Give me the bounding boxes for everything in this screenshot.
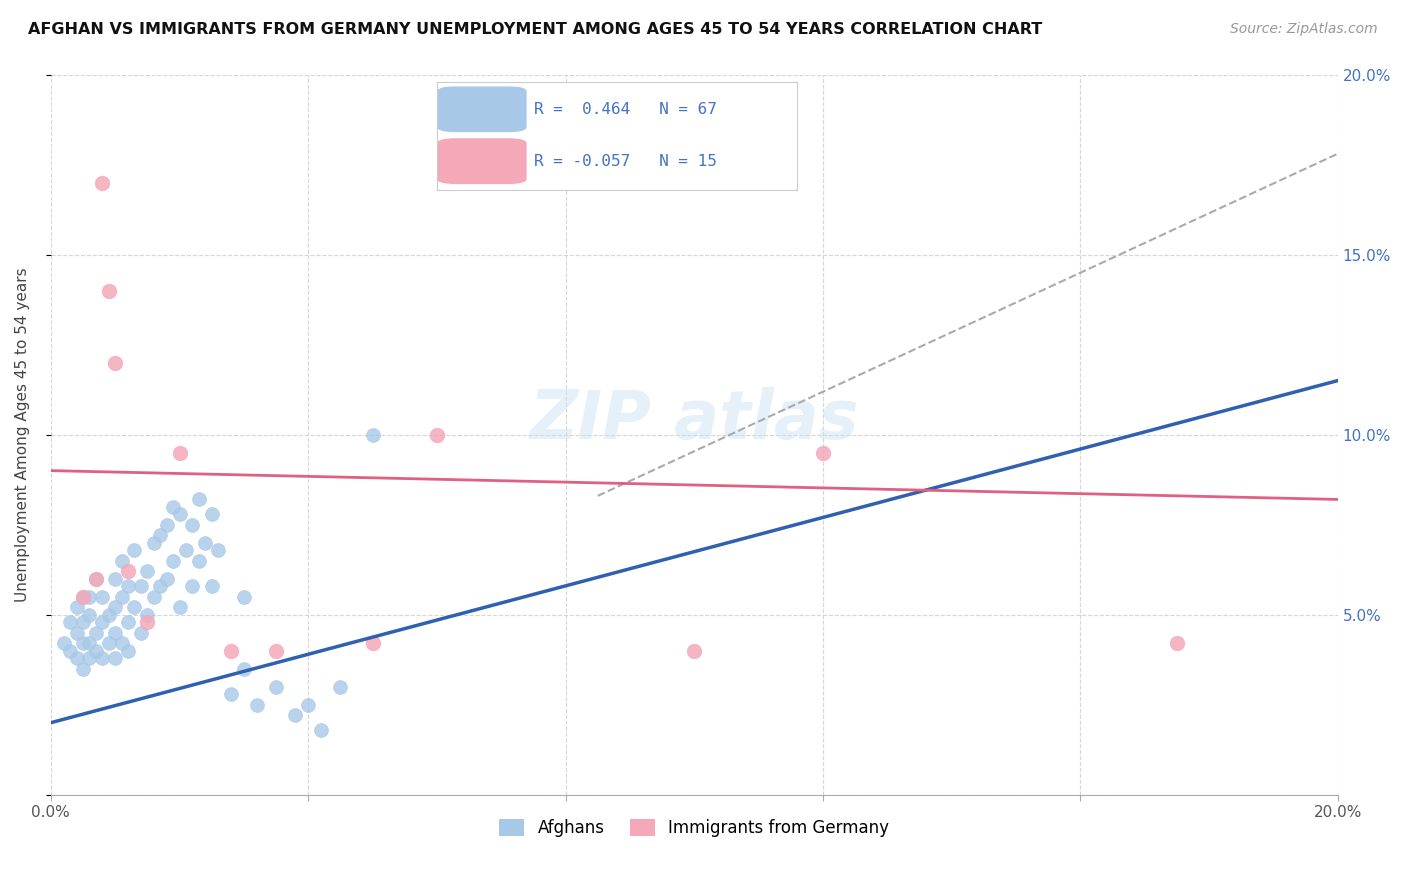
Point [65,600,87,615]
Legend: Afghans, Immigrants from Germany: Afghans, Immigrants from Germany [492,813,896,844]
Point [129,579,152,593]
Point [169,507,191,521]
Point [79,590,101,604]
Point [79,651,101,665]
Point [142,535,165,549]
Point [79,636,101,650]
Point [194,535,217,549]
Point [136,615,159,629]
Point [162,500,184,514]
Point [72,615,94,629]
Point [84,643,107,657]
Point [97,607,120,622]
Point [65,651,87,665]
Point [91,176,114,190]
Point [136,565,159,579]
Point [136,607,159,622]
Point [91,651,114,665]
Point [156,517,179,532]
Point [309,723,332,737]
Point [129,625,152,640]
Point [91,615,114,629]
Point [104,625,127,640]
Point [174,542,197,557]
Point [117,615,139,629]
Point [361,636,384,650]
Point [84,572,107,586]
Y-axis label: Unemployment Among Ages 45 to 54 years: Unemployment Among Ages 45 to 54 years [15,268,30,602]
Point [59,643,82,657]
Point [124,542,146,557]
Point [181,579,204,593]
Point [232,662,254,676]
Point [329,680,352,694]
Point [97,636,120,650]
Text: AFGHAN VS IMMIGRANTS FROM GERMANY UNEMPLOYMENT AMONG AGES 45 TO 54 YEARS CORRELA: AFGHAN VS IMMIGRANTS FROM GERMANY UNEMPL… [28,22,1042,37]
Point [162,554,184,568]
Point [104,355,127,369]
Point [117,643,139,657]
Point [181,517,204,532]
Point [84,572,107,586]
Point [110,554,132,568]
Point [142,590,165,604]
Point [59,615,82,629]
Point [97,284,120,298]
Point [1166,636,1188,650]
Point [72,590,94,604]
Point [149,528,172,542]
Point [110,590,132,604]
Point [297,698,319,712]
Point [201,579,224,593]
Text: ZIP atlas: ZIP atlas [530,387,859,453]
Text: Source: ZipAtlas.com: Source: ZipAtlas.com [1230,22,1378,37]
Point [110,636,132,650]
Point [169,445,191,459]
Point [187,492,209,507]
Point [811,445,834,459]
Point [124,600,146,615]
Point [149,579,172,593]
Point [187,554,209,568]
Point [219,687,242,701]
Point [117,565,139,579]
Point [91,590,114,604]
Point [169,600,191,615]
Point [264,680,287,694]
Point [232,590,254,604]
Point [79,607,101,622]
Point [72,662,94,676]
Point [65,625,87,640]
Point [246,698,269,712]
Point [426,427,449,442]
Point [117,579,139,593]
Point [284,708,307,723]
Point [683,643,706,657]
Point [52,636,75,650]
Point [361,427,384,442]
Point [219,643,242,657]
Point [264,643,287,657]
Point [104,600,127,615]
Point [84,625,107,640]
Point [201,507,224,521]
Point [104,572,127,586]
Point [72,636,94,650]
Point [72,590,94,604]
Point [156,572,179,586]
Point [207,542,229,557]
Point [104,651,127,665]
